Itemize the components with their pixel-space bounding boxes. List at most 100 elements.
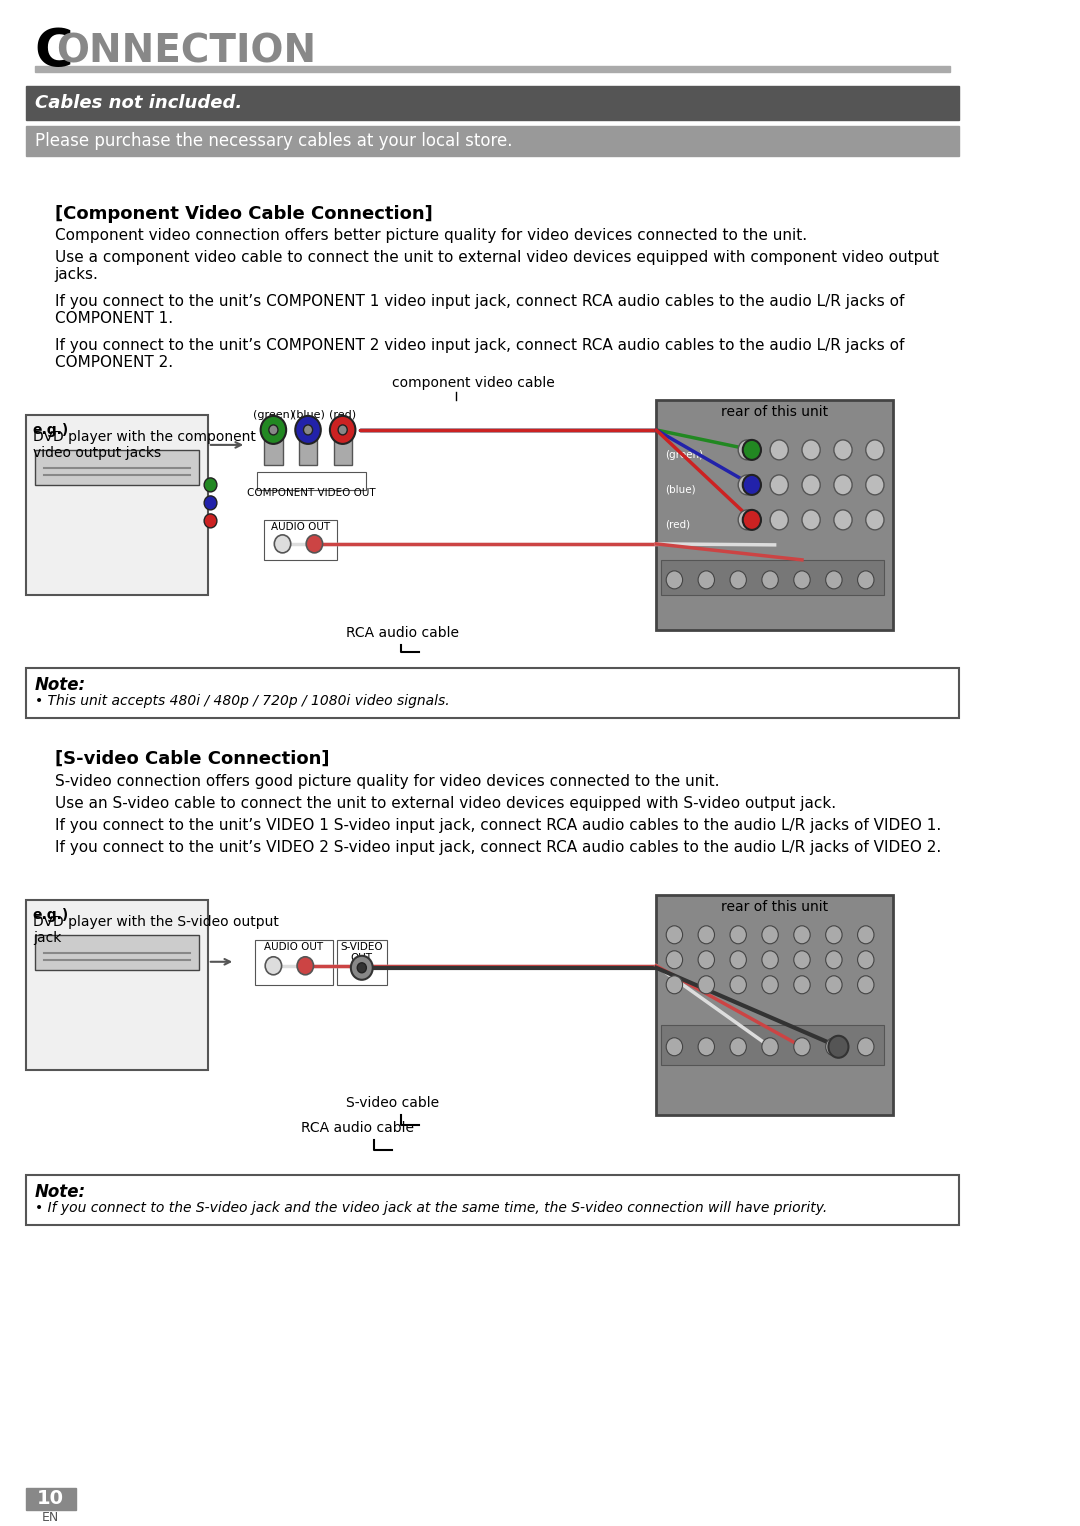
Circle shape [204, 496, 217, 510]
Text: L: L [280, 537, 285, 548]
Circle shape [329, 417, 355, 444]
Circle shape [770, 510, 788, 530]
Text: AUDIO OUT: AUDIO OUT [264, 942, 323, 952]
Text: (blue): (blue) [292, 410, 324, 420]
Circle shape [826, 951, 842, 969]
Text: RCA audio cable: RCA audio cable [300, 1120, 414, 1135]
Circle shape [295, 417, 321, 444]
Circle shape [761, 571, 779, 589]
Circle shape [698, 1038, 715, 1056]
Text: S-video cable: S-video cable [347, 1096, 440, 1109]
Circle shape [761, 926, 779, 943]
Circle shape [858, 1038, 874, 1056]
Text: ONNECTION: ONNECTION [56, 34, 316, 72]
Bar [35, 935, 199, 971]
Circle shape [866, 475, 885, 494]
Circle shape [307, 536, 323, 552]
Bar [334, 430, 352, 465]
Text: (blue): (blue) [665, 485, 696, 494]
Text: Please purchase the necessary cables at your local store.: Please purchase the necessary cables at … [35, 131, 512, 150]
Circle shape [770, 475, 788, 494]
Circle shape [666, 951, 683, 969]
Circle shape [260, 417, 286, 444]
Text: If you connect to the unit’s COMPONENT 2 video input jack, connect RCA audio cab: If you connect to the unit’s COMPONENT 2… [55, 337, 904, 371]
Circle shape [743, 475, 761, 494]
Circle shape [666, 975, 683, 993]
Text: DVD player with the component
video output jacks: DVD player with the component video outp… [32, 430, 256, 461]
Circle shape [297, 957, 313, 975]
Text: S-VIDEO
OUT: S-VIDEO OUT [340, 942, 383, 963]
Text: [Component Video Cable Connection]: [Component Video Cable Connection] [55, 204, 432, 223]
Circle shape [204, 478, 217, 491]
Text: Use a component video cable to connect the unit to external video devices equipp: Use a component video cable to connect t… [55, 250, 939, 282]
Text: DVD player with the S-video output
jack: DVD player with the S-video output jack [32, 914, 279, 945]
Text: rear of this unit: rear of this unit [721, 404, 828, 420]
Text: Cables not included.: Cables not included. [35, 95, 242, 111]
Text: RCA audio cable: RCA audio cable [347, 626, 459, 639]
Circle shape [666, 1038, 683, 1056]
Text: (red): (red) [665, 520, 690, 530]
Circle shape [834, 510, 852, 530]
Bar [255, 940, 333, 984]
Circle shape [858, 926, 874, 943]
Bar [26, 900, 207, 1070]
Text: e.g.): e.g.) [32, 908, 69, 922]
Circle shape [826, 571, 842, 589]
Text: Note:: Note: [35, 676, 85, 694]
Circle shape [858, 571, 874, 589]
Bar [657, 400, 893, 630]
Circle shape [730, 571, 746, 589]
Text: If you connect to the unit’s VIDEO 2 S-video input jack, connect RCA audio cable: If you connect to the unit’s VIDEO 2 S-v… [55, 839, 941, 855]
Text: AUDIO OUT: AUDIO OUT [271, 522, 330, 533]
Circle shape [666, 571, 683, 589]
Circle shape [794, 975, 810, 993]
Text: 10: 10 [37, 1489, 64, 1508]
Circle shape [794, 926, 810, 943]
Circle shape [826, 1038, 842, 1056]
Circle shape [794, 951, 810, 969]
Text: Component video connection offers better picture quality for video devices conne: Component video connection offers better… [55, 227, 807, 243]
Circle shape [866, 439, 885, 459]
Bar [299, 430, 318, 465]
Circle shape [858, 975, 874, 993]
Circle shape [743, 439, 761, 459]
Text: If you connect to the unit’s COMPONENT 1 video input jack, connect RCA audio cab: If you connect to the unit’s COMPONENT 1… [55, 295, 904, 327]
Bar [26, 1175, 959, 1225]
Circle shape [730, 926, 746, 943]
Circle shape [357, 963, 366, 972]
Circle shape [828, 1036, 849, 1058]
Bar [35, 66, 949, 72]
Circle shape [730, 975, 746, 993]
Bar [265, 520, 337, 560]
Text: component video cable: component video cable [392, 375, 555, 391]
Circle shape [204, 514, 217, 528]
Circle shape [834, 439, 852, 459]
Circle shape [266, 957, 282, 975]
Circle shape [761, 1038, 779, 1056]
Text: C: C [35, 26, 73, 78]
Text: e.g.): e.g.) [32, 423, 69, 436]
Circle shape [794, 1038, 810, 1056]
Circle shape [794, 571, 810, 589]
Bar [26, 1488, 76, 1509]
Circle shape [802, 439, 820, 459]
Circle shape [802, 510, 820, 530]
Text: rear of this unit: rear of this unit [721, 900, 828, 914]
Circle shape [826, 975, 842, 993]
Bar [26, 127, 959, 156]
Text: R: R [311, 537, 318, 548]
Bar [265, 430, 283, 465]
Circle shape [739, 510, 756, 530]
Circle shape [303, 424, 312, 435]
Circle shape [698, 926, 715, 943]
Text: EN: EN [41, 1511, 58, 1524]
Circle shape [761, 975, 779, 993]
Text: Use an S-video cable to connect the unit to external video devices equipped with: Use an S-video cable to connect the unit… [55, 797, 836, 810]
Circle shape [730, 1038, 746, 1056]
Circle shape [269, 424, 278, 435]
Text: (green): (green) [253, 410, 294, 420]
Circle shape [834, 475, 852, 494]
Bar [337, 940, 388, 984]
Text: • This unit accepts 480i / 480p / 720p / 1080i video signals.: • This unit accepts 480i / 480p / 720p /… [35, 694, 449, 708]
Text: (red): (red) [329, 410, 356, 420]
